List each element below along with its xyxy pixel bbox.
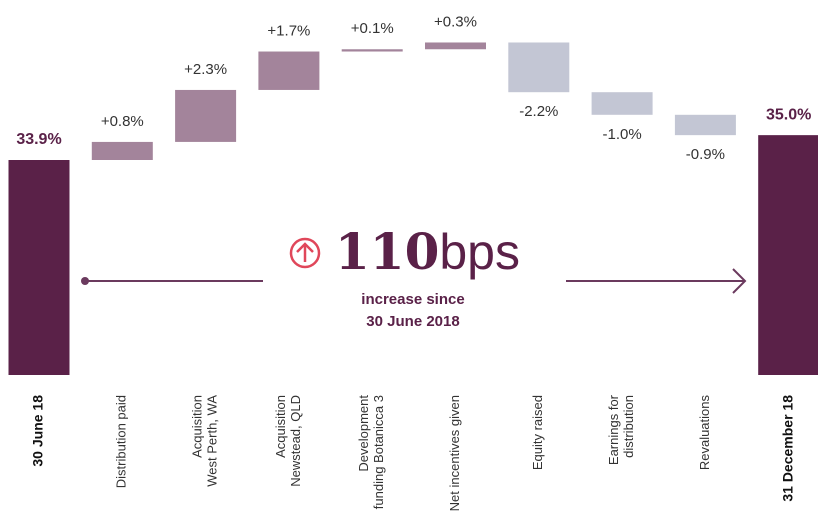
value-label: +0.1% bbox=[351, 20, 394, 37]
category-label: AcquisitionWest Perth, WA bbox=[190, 395, 220, 487]
category-label: Distribution paid bbox=[114, 395, 129, 488]
change-bar bbox=[341, 49, 403, 52]
value-label: +2.3% bbox=[184, 61, 227, 78]
headline: 110bps bbox=[335, 222, 520, 281]
category-label: Revaluations bbox=[697, 395, 712, 471]
change-bar bbox=[508, 42, 570, 93]
category-label: 30 June 18 bbox=[30, 395, 46, 467]
value-label: +0.3% bbox=[434, 13, 477, 30]
headline-caption: increase since bbox=[361, 291, 464, 308]
value-label: -1.0% bbox=[603, 126, 642, 143]
arrow-head bbox=[732, 268, 747, 294]
value-label: 33.9% bbox=[16, 131, 61, 148]
change-bar bbox=[591, 92, 653, 115]
total-bar bbox=[758, 135, 818, 375]
category-label: Earnings fordistribution bbox=[607, 394, 637, 465]
category-label: Equity raised bbox=[530, 395, 545, 470]
value-label: +1.7% bbox=[267, 22, 310, 39]
value-label: +0.8% bbox=[101, 113, 144, 130]
arrow-dot bbox=[81, 277, 89, 285]
change-bar bbox=[674, 114, 736, 136]
value-label: -0.9% bbox=[686, 146, 725, 163]
up-icon bbox=[289, 237, 321, 269]
value-label: -2.2% bbox=[519, 103, 558, 120]
total-bar bbox=[8, 160, 70, 375]
change-bar bbox=[175, 89, 237, 142]
headline-unit: bps bbox=[439, 224, 520, 280]
change-bar bbox=[91, 141, 153, 160]
category-label: AcquisitionNewstead, QLD bbox=[273, 395, 303, 487]
category-label: Developmentfunding Botanicca 3 bbox=[357, 395, 387, 510]
value-label: 35.0% bbox=[766, 106, 811, 123]
headline-caption: 30 June 2018 bbox=[366, 313, 459, 330]
change-bar bbox=[258, 51, 320, 90]
headline-number: 110 bbox=[335, 222, 439, 281]
change-bar bbox=[425, 42, 486, 50]
category-label: Net incentives given bbox=[447, 395, 462, 511]
category-label: 31 December 18 bbox=[779, 395, 795, 502]
